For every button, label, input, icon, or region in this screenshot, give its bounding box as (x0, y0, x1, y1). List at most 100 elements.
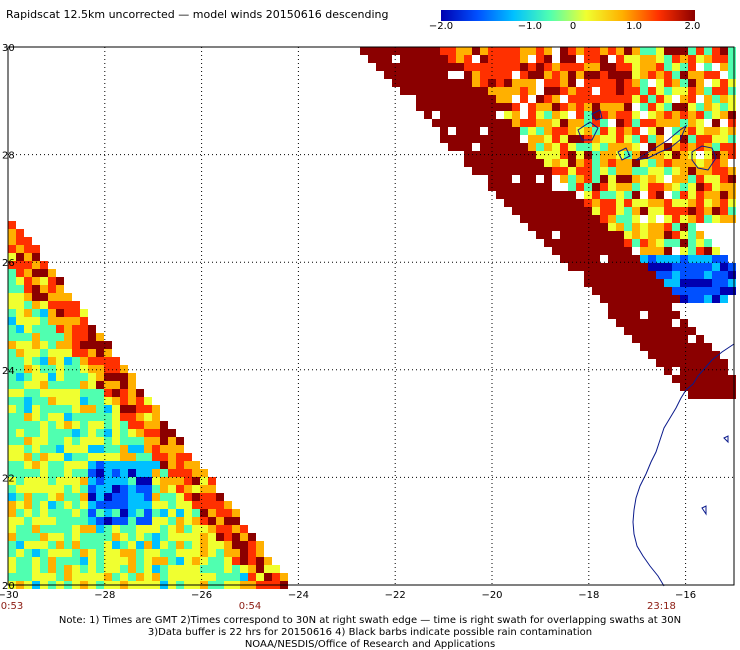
wind-cell (456, 111, 464, 119)
wind-cell (424, 111, 432, 119)
wind-cell (200, 517, 208, 525)
wind-cell (128, 445, 136, 453)
wind-cell (528, 143, 536, 151)
wind-cell (664, 111, 672, 119)
wind-cell (160, 485, 168, 493)
wind-cell (520, 191, 528, 199)
wind-cell (552, 135, 560, 143)
wind-cell (528, 119, 536, 127)
wind-cell (224, 557, 232, 565)
wind-cell (496, 191, 504, 199)
wind-cell (632, 199, 640, 207)
wind-cell (584, 159, 592, 167)
wind-cell (80, 317, 88, 325)
wind-cell (632, 295, 640, 303)
wind-cell (104, 437, 112, 445)
wind-cell (512, 199, 520, 207)
wind-cell (576, 71, 584, 79)
wind-cell (224, 549, 232, 557)
wind-cell (632, 215, 640, 223)
wind-cell (88, 469, 96, 477)
wind-cell (16, 541, 24, 549)
wind-cell (720, 143, 728, 151)
wind-cell (8, 381, 16, 389)
wind-cell (728, 167, 736, 175)
wind-cell (496, 127, 504, 135)
wind-cell (720, 383, 728, 391)
wind-cell (600, 87, 608, 95)
wind-cell (32, 381, 40, 389)
wind-cell (32, 397, 40, 405)
wind-cell (48, 357, 56, 365)
wind-cell (56, 549, 64, 557)
wind-cell (552, 159, 560, 167)
wind-cell (504, 95, 512, 103)
wind-cell (112, 461, 120, 469)
wind-cell (520, 95, 528, 103)
wind-cell (144, 421, 152, 429)
wind-cell (680, 367, 688, 375)
wind-cell (632, 271, 640, 279)
wind-cell (176, 437, 184, 445)
wind-cell (600, 231, 608, 239)
wind-cell (168, 533, 176, 541)
wind-cell (664, 351, 672, 359)
wind-cell (40, 413, 48, 421)
wind-cell (192, 557, 200, 565)
wind-cell (648, 335, 656, 343)
wind-cell (640, 87, 648, 95)
wind-cell (560, 231, 568, 239)
wind-cell (712, 271, 720, 279)
wind-cell (504, 183, 512, 191)
wind-cell (608, 135, 616, 143)
wind-cell (568, 175, 576, 183)
wind-cell (432, 79, 440, 87)
wind-cell (616, 71, 624, 79)
wind-cell (464, 63, 472, 71)
wind-cell (552, 79, 560, 87)
wind-cell (120, 565, 128, 573)
wind-cell (640, 175, 648, 183)
wind-cell (640, 255, 648, 263)
wind-cell (24, 357, 32, 365)
wind-cell (8, 565, 16, 573)
wind-cell (40, 373, 48, 381)
wind-cell (704, 103, 712, 111)
wind-cell (24, 373, 32, 381)
wind-cell (632, 319, 640, 327)
wind-cell (656, 255, 664, 263)
wind-cell (200, 509, 208, 517)
wind-cell (712, 215, 720, 223)
wind-cell (632, 119, 640, 127)
wind-cell (432, 63, 440, 71)
wind-cell (128, 413, 136, 421)
wind-cell (728, 215, 736, 223)
wind-cell (632, 255, 640, 263)
wind-cell (216, 565, 224, 573)
wind-cell (56, 453, 64, 461)
wind-cell (680, 359, 688, 367)
wind-cell (208, 557, 216, 565)
wind-cell (208, 477, 216, 485)
wind-cell (24, 429, 32, 437)
wind-cell (672, 279, 680, 287)
wind-cell (136, 445, 144, 453)
wind-cell (40, 293, 48, 301)
wind-cell (64, 421, 72, 429)
wind-cell (560, 255, 568, 263)
wind-cell (80, 461, 88, 469)
wind-cell (112, 445, 120, 453)
wind-cell (632, 207, 640, 215)
wind-cell (112, 453, 120, 461)
wind-cell (624, 279, 632, 287)
wind-cell (64, 477, 72, 485)
wind-cell (96, 389, 104, 397)
wind-cell (416, 103, 424, 111)
wind-cell (136, 501, 144, 509)
wind-cell (24, 501, 32, 509)
wind-cell (112, 541, 120, 549)
wind-cell (680, 207, 688, 215)
wind-cell (536, 95, 544, 103)
wind-cell (48, 365, 56, 373)
